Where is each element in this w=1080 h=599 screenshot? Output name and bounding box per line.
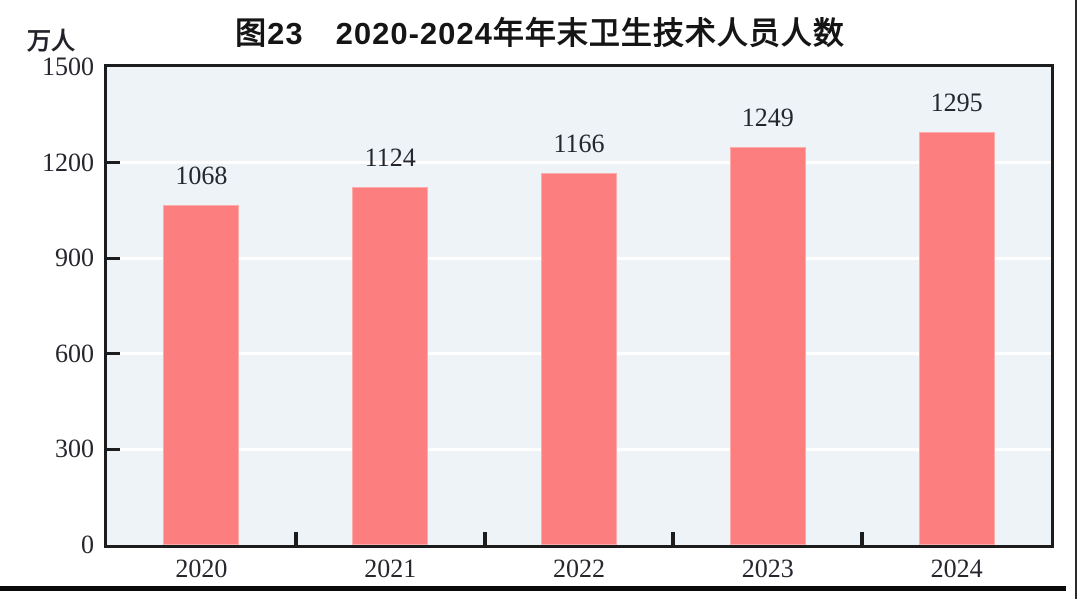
bar-value-label-2023: 1249 bbox=[741, 102, 794, 132]
bar-2021 bbox=[352, 186, 429, 545]
y-axis-label-900: 900 bbox=[55, 243, 94, 273]
x-axis-label-2022: 2022 bbox=[553, 554, 605, 583]
x-axis-label-2021: 2021 bbox=[364, 554, 417, 583]
y-axis-tick-600 bbox=[107, 352, 120, 356]
x-axis-boundary-tick bbox=[482, 532, 487, 545]
document-right-rule bbox=[1075, 0, 1077, 599]
x-axis-boundary-tick bbox=[293, 532, 298, 545]
plot-area: 1068 1124 1166 1249 1295 bbox=[104, 64, 1054, 548]
bar-value-label-2024: 1295 bbox=[930, 88, 983, 118]
y-axis-label-600: 600 bbox=[55, 338, 94, 368]
y-axis-label-0: 0 bbox=[81, 530, 94, 559]
y-axis-tick-300 bbox=[107, 447, 120, 451]
x-axis-boundary-tick bbox=[671, 532, 676, 545]
bar-2022 bbox=[541, 173, 617, 545]
bar-value-label-2022: 1166 bbox=[553, 129, 605, 159]
x-axis-label-2023: 2023 bbox=[741, 554, 794, 583]
bar-2024 bbox=[918, 132, 995, 545]
y-axis-label-300: 300 bbox=[55, 434, 94, 464]
x-axis-label-2024: 2024 bbox=[930, 554, 983, 583]
y-axis-tick-900 bbox=[107, 256, 120, 260]
gridline-1200 bbox=[107, 161, 1051, 165]
x-axis-boundary-tick bbox=[860, 532, 865, 545]
y-axis-tick-1200 bbox=[107, 161, 120, 165]
y-axis-label-1200: 1200 bbox=[42, 147, 94, 177]
bar-2023 bbox=[729, 147, 806, 545]
y-axis-unit-label: 万人 bbox=[27, 28, 75, 55]
document-bottom-rule bbox=[0, 586, 1066, 591]
y-axis-label-1500: 1500 bbox=[42, 52, 94, 81]
chart-title: 图23 2020-2024年年末卫生技术人员人数 bbox=[235, 16, 845, 51]
bar-2020 bbox=[163, 204, 240, 545]
bar-value-label-2021: 1124 bbox=[364, 142, 416, 172]
bar-value-label-2020: 1068 bbox=[175, 160, 228, 190]
x-axis-label-2020: 2020 bbox=[175, 554, 228, 583]
